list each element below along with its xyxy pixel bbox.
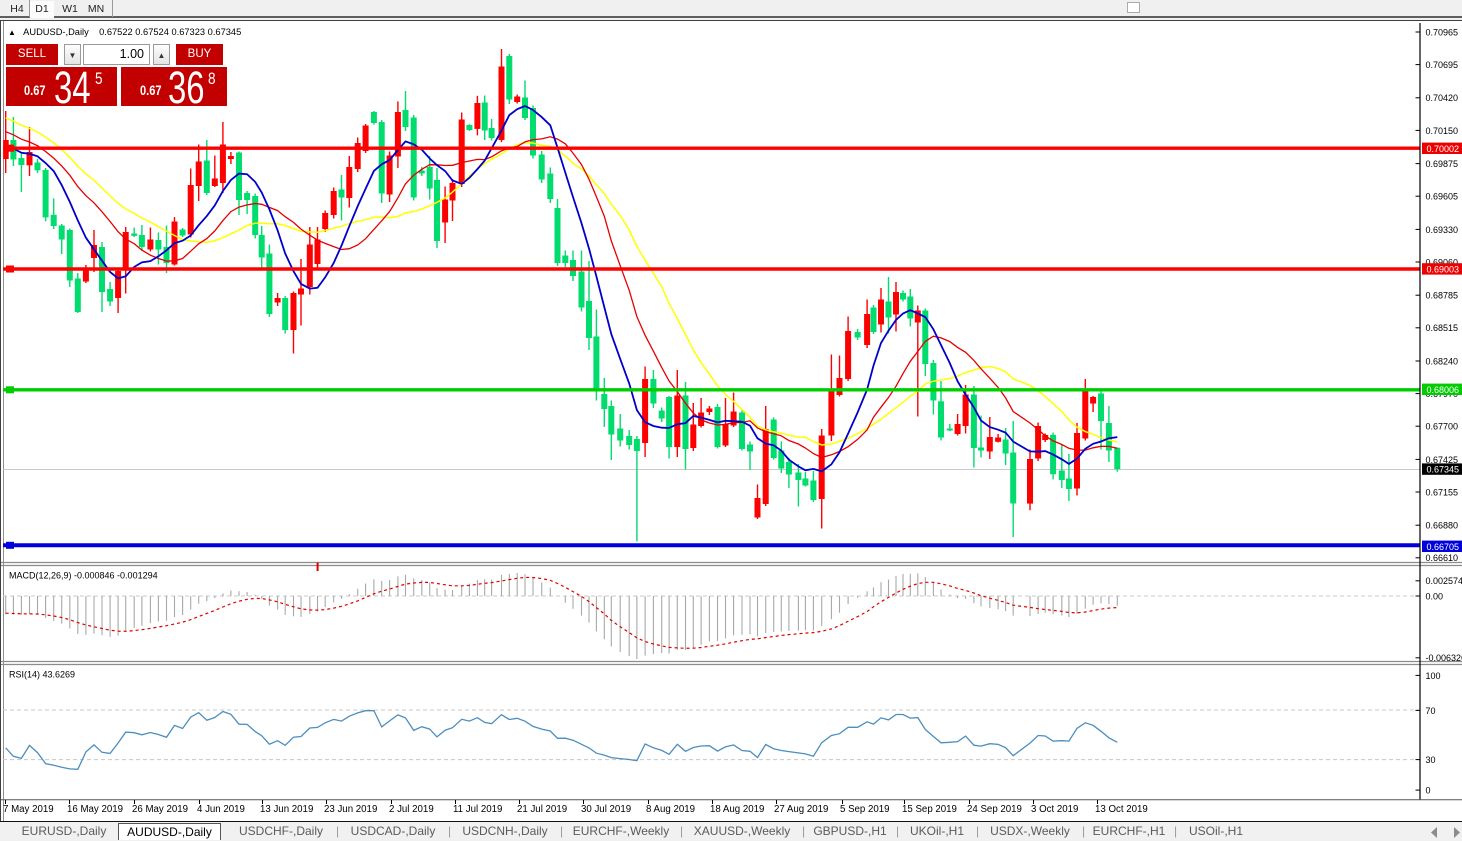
svg-text:0.68785: 0.68785 <box>1426 291 1459 301</box>
svg-text:0.70150: 0.70150 <box>1426 126 1459 136</box>
svg-text:13 Oct 2019: 13 Oct 2019 <box>1095 804 1148 815</box>
svg-text:0.00: 0.00 <box>1426 591 1444 601</box>
svg-text:21 Jul 2019: 21 Jul 2019 <box>517 804 567 815</box>
svg-text:0.70420: 0.70420 <box>1426 93 1459 103</box>
svg-text:0.67700: 0.67700 <box>1426 422 1459 432</box>
svg-text:0.66610: 0.66610 <box>1426 553 1459 563</box>
svg-text:0.69875: 0.69875 <box>1426 159 1459 169</box>
svg-text:0.002574: 0.002574 <box>1426 576 1462 586</box>
svg-text:16 May 2019: 16 May 2019 <box>67 804 123 815</box>
svg-text:0.66880: 0.66880 <box>1426 521 1459 531</box>
svg-text:0.67345: 0.67345 <box>1427 465 1460 475</box>
svg-text:4 Jun 2019: 4 Jun 2019 <box>197 804 245 815</box>
svg-text:0.70965: 0.70965 <box>1426 27 1459 37</box>
svg-text:26 May 2019: 26 May 2019 <box>132 804 188 815</box>
svg-text:8 Aug 2019: 8 Aug 2019 <box>646 804 695 815</box>
svg-text:30: 30 <box>1426 755 1436 765</box>
svg-text:0.69605: 0.69605 <box>1426 192 1459 202</box>
svg-text:MACD(12,26,9) -0.000846 -0.001: MACD(12,26,9) -0.000846 -0.001294 <box>9 571 158 581</box>
svg-text:0.70002: 0.70002 <box>1427 144 1460 154</box>
svg-text:-0.006326: -0.006326 <box>1426 653 1462 663</box>
svg-text:0: 0 <box>1426 786 1431 796</box>
svg-text:18 Aug 2019: 18 Aug 2019 <box>710 804 764 815</box>
svg-text:0.69003: 0.69003 <box>1427 265 1460 275</box>
svg-text:0.69330: 0.69330 <box>1426 225 1459 235</box>
svg-text:0.67155: 0.67155 <box>1426 487 1459 497</box>
svg-text:23 Jun 2019: 23 Jun 2019 <box>324 804 377 815</box>
svg-text:7 May 2019: 7 May 2019 <box>3 804 54 815</box>
svg-text:13 Jun 2019: 13 Jun 2019 <box>260 804 313 815</box>
svg-text:11 Jul 2019: 11 Jul 2019 <box>453 804 502 815</box>
svg-text:RSI(14) 43.6269: RSI(14) 43.6269 <box>9 670 75 680</box>
svg-text:70: 70 <box>1426 706 1436 716</box>
svg-text:3 Oct 2019: 3 Oct 2019 <box>1031 804 1078 815</box>
svg-text:0.68006: 0.68006 <box>1427 385 1460 395</box>
svg-text:5 Sep 2019: 5 Sep 2019 <box>840 804 890 815</box>
svg-text:2 Jul 2019: 2 Jul 2019 <box>389 804 434 815</box>
svg-text:30 Jul 2019: 30 Jul 2019 <box>581 804 631 815</box>
svg-text:27 Aug 2019: 27 Aug 2019 <box>774 804 828 815</box>
svg-text:24 Sep 2019: 24 Sep 2019 <box>967 804 1022 815</box>
svg-text:0.67425: 0.67425 <box>1426 455 1459 465</box>
svg-text:0.68515: 0.68515 <box>1426 323 1459 333</box>
svg-text:100: 100 <box>1426 671 1441 681</box>
svg-text:15 Sep 2019: 15 Sep 2019 <box>902 804 957 815</box>
svg-text:0.66705: 0.66705 <box>1427 542 1460 552</box>
svg-text:0.70695: 0.70695 <box>1426 60 1459 70</box>
svg-text:0.68240: 0.68240 <box>1426 356 1459 366</box>
